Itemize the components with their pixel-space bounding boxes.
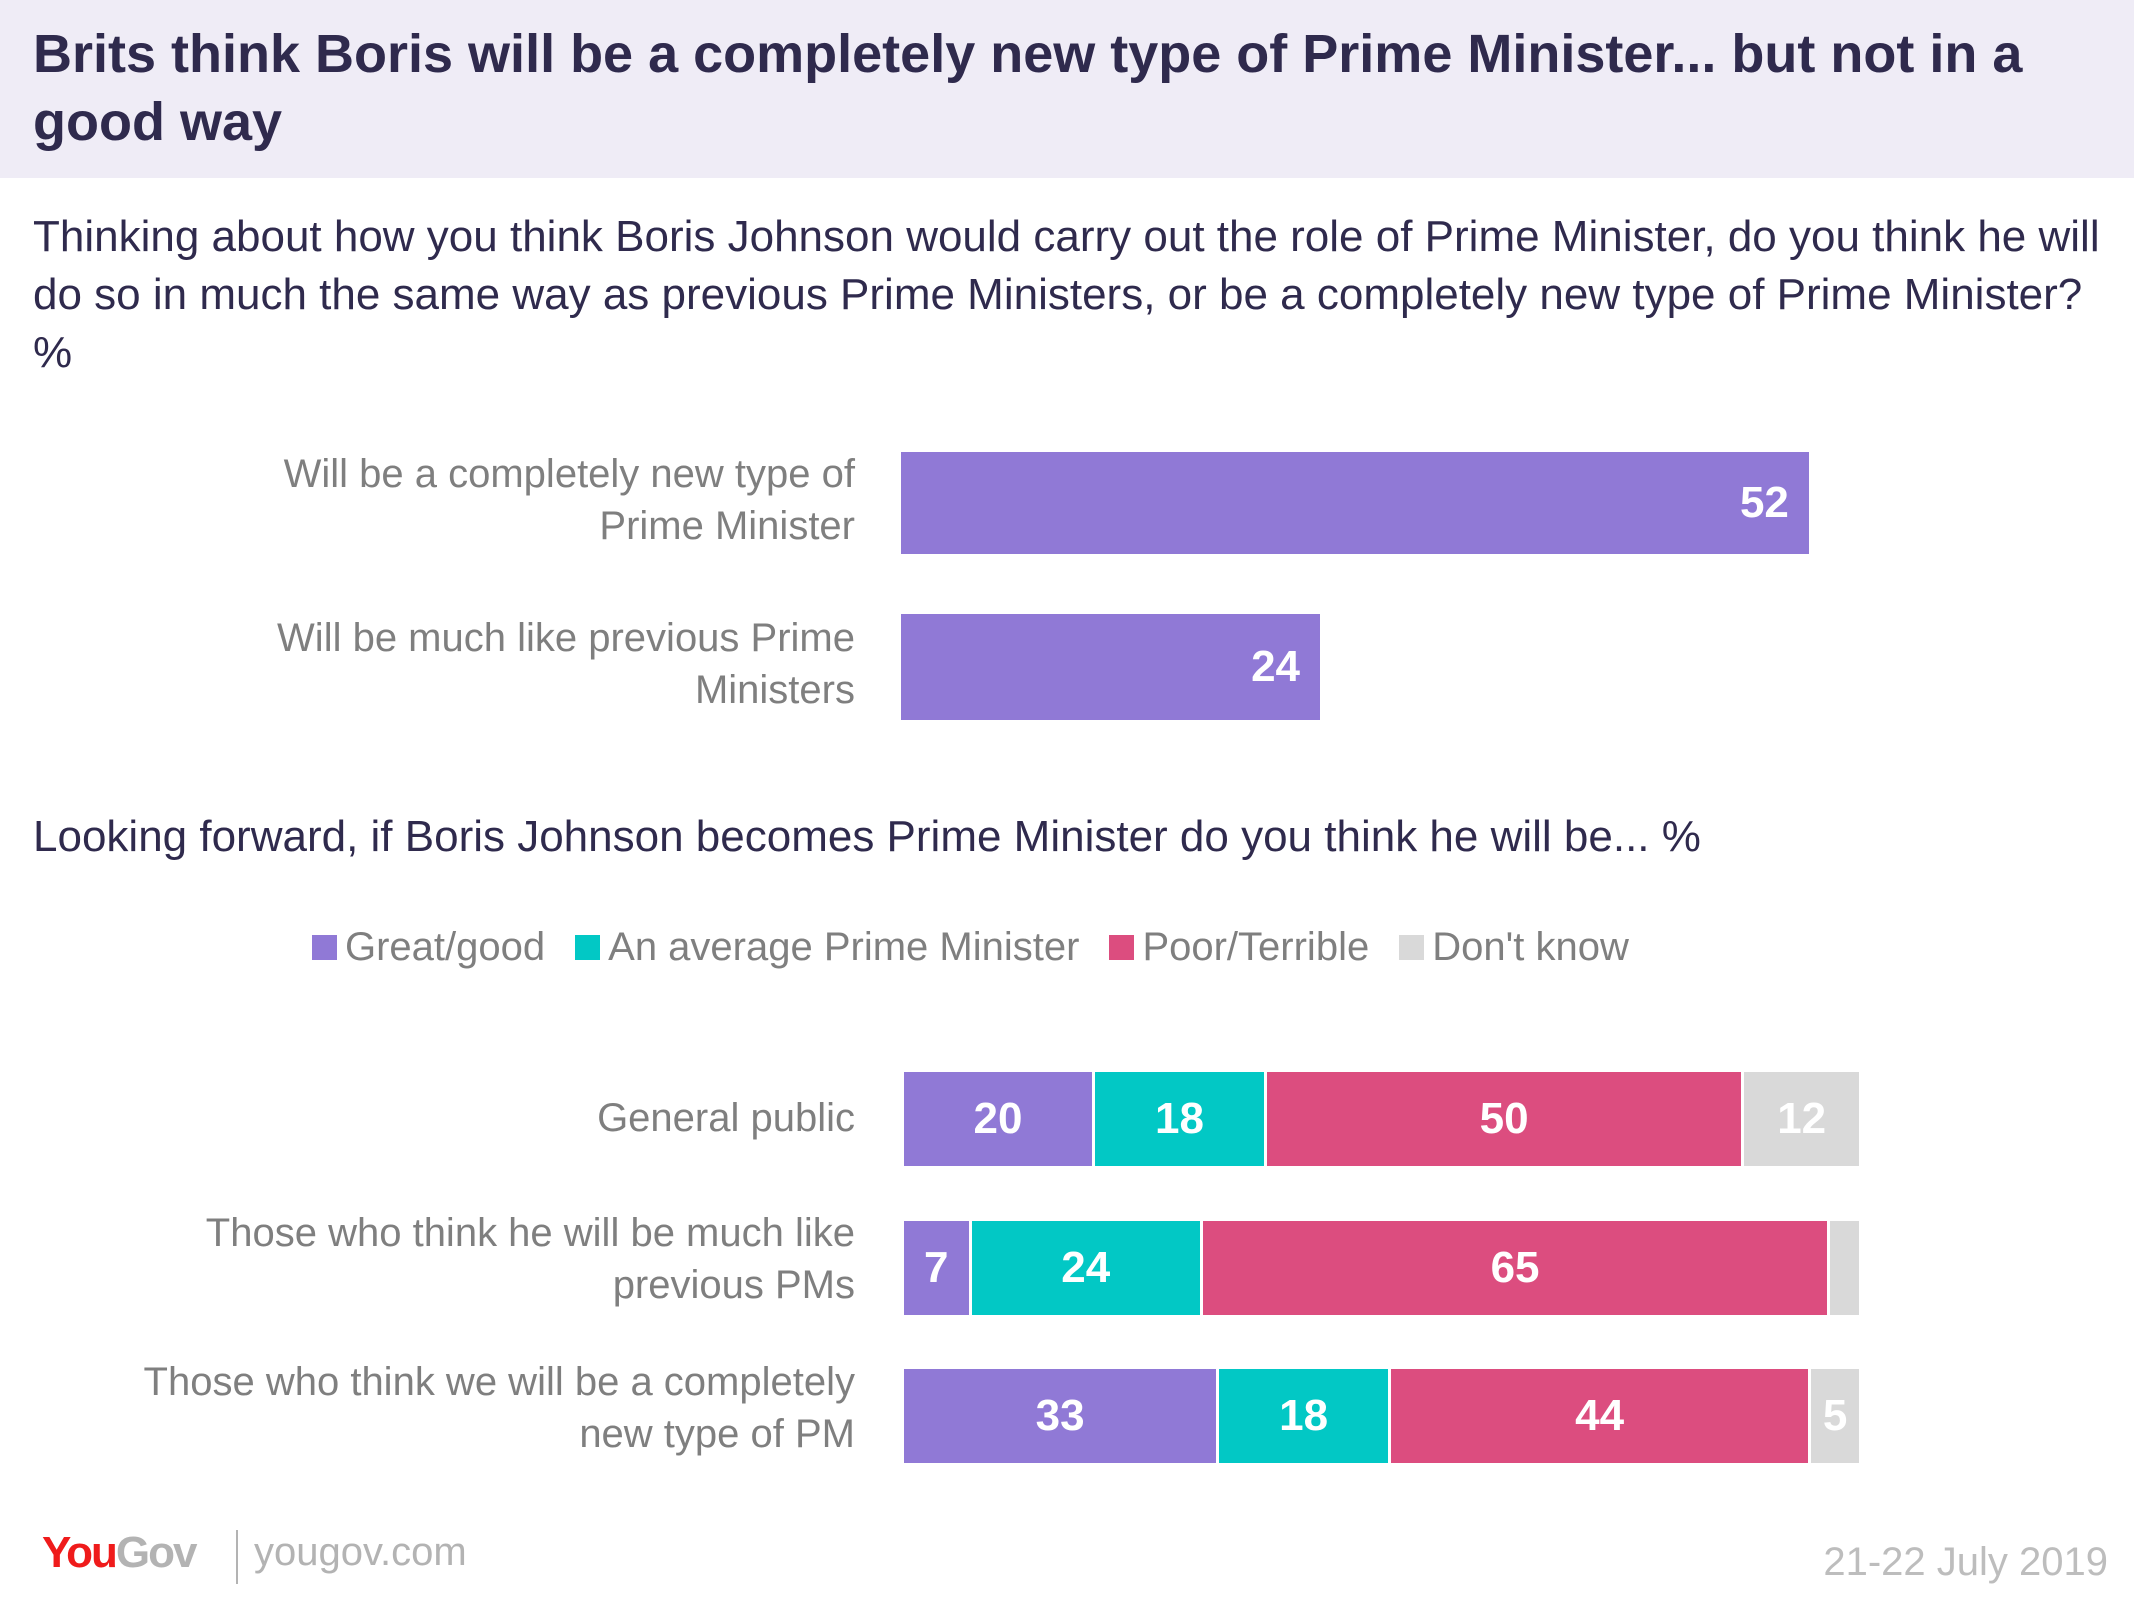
- bar-segment: 12: [1744, 1072, 1859, 1166]
- bar-segment: 24: [971, 1221, 1204, 1315]
- legend-label: Poor/Terrible: [1142, 924, 1370, 969]
- question-1: Thinking about how you think Boris Johns…: [33, 212, 2100, 377]
- category-label: Will be much like previous Prime Ministe…: [277, 616, 855, 712]
- footer-divider: [236, 1530, 238, 1584]
- survey-date: 21-22 July 2019: [1823, 1540, 2108, 1584]
- legend-label: Great/good: [345, 924, 546, 969]
- yougov-logo: YouGov: [42, 1528, 198, 1578]
- bar-segment: 5: [1811, 1369, 1859, 1463]
- legend: Great/good An average Prime Minister Poor/…: [312, 922, 1659, 972]
- category-label: Those who think he will be much like pre…: [205, 1211, 855, 1307]
- bar-value-label: 24: [1251, 642, 1301, 691]
- legend-label: An average Prime Minister: [608, 924, 1080, 969]
- category-label: General public: [597, 1096, 855, 1140]
- footer-url[interactable]: yougov.com: [254, 1530, 467, 1574]
- segment-value-label: 24: [1061, 1243, 1111, 1292]
- header-band: Brits think Boris will be a completely n…: [0, 0, 2134, 178]
- segment-value-label: 5: [1822, 1391, 1848, 1440]
- bar-segment: 18: [1095, 1072, 1267, 1166]
- segment-value-label: 18: [1154, 1094, 1204, 1143]
- legend-item: Great/good: [312, 925, 545, 970]
- segment-value-label: 33: [1035, 1391, 1085, 1440]
- legend-swatch: [1109, 934, 1135, 960]
- bar-segment: 20: [904, 1072, 1095, 1166]
- segment-value-label: 12: [1777, 1094, 1827, 1143]
- legend-swatch: [575, 934, 601, 960]
- question-2: Looking forward, if Boris Johnson become…: [33, 812, 1701, 861]
- legend-item: An average Prime Minister: [575, 925, 1079, 970]
- bar-segment: 18: [1219, 1369, 1392, 1463]
- bar-segment: 33: [904, 1369, 1220, 1463]
- bar: [901, 614, 1321, 720]
- segment-value-label: 18: [1279, 1391, 1329, 1440]
- segment-value-label: 20: [973, 1094, 1023, 1143]
- bar: [901, 452, 1809, 554]
- bar-segment: 50: [1266, 1072, 1745, 1166]
- legend-swatch: [1399, 934, 1425, 960]
- logo-gov: Gov: [115, 1528, 198, 1577]
- legend-item: Don't know: [1399, 925, 1629, 970]
- legend-swatch: [312, 934, 337, 960]
- category-label: Those who think we will be a completely …: [143, 1360, 855, 1456]
- segment-value-label: 50: [1479, 1094, 1529, 1143]
- segment-value-label: 65: [1490, 1243, 1540, 1292]
- legend-item: Poor/Terrible: [1109, 925, 1369, 970]
- legend-label: Don't know: [1432, 924, 1629, 969]
- category-label: Will be a completely new type of Prime M…: [283, 452, 855, 548]
- bar-segment: 65: [1203, 1221, 1831, 1315]
- bar-segment: 44: [1391, 1369, 1812, 1463]
- bar-value-label: 52: [1739, 478, 1789, 527]
- bar-segment: [1830, 1221, 1859, 1315]
- logo-you: You: [42, 1528, 118, 1577]
- bar-segment: 7: [904, 1221, 972, 1315]
- segment-value-label: 7: [924, 1243, 949, 1292]
- segment-value-label: 44: [1575, 1391, 1625, 1440]
- page-title: Brits think Boris will be a completely n…: [33, 24, 2023, 152]
